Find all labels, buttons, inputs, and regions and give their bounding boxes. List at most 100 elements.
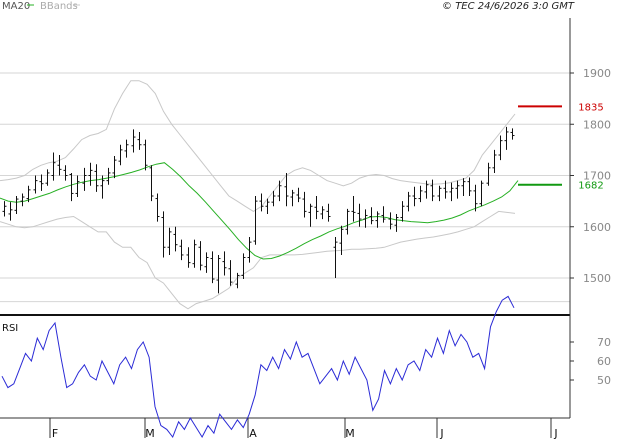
- ohlc-bar: [253, 196, 258, 245]
- ohlc-bar: [63, 165, 68, 181]
- ohlc-bar: [400, 201, 405, 222]
- ohlc-bar: [277, 180, 282, 202]
- ohlc-bar: [326, 203, 331, 222]
- rsi-line-path: [1, 295, 515, 439]
- ohlc-bar: [443, 180, 448, 199]
- level-label: 1682: [578, 181, 603, 192]
- ohlc-bar: [39, 174, 44, 191]
- rsi-tick-label: 70: [597, 336, 611, 349]
- ohlc-bar: [186, 247, 191, 268]
- ohlc-bar: [124, 139, 129, 158]
- ohlc-bar: [351, 196, 356, 222]
- ohlc-bar: [381, 206, 386, 223]
- rsi-line: [1, 295, 515, 439]
- ohlc-bar: [461, 178, 466, 196]
- month-label: F: [52, 427, 58, 440]
- price-levels: 1835 1682: [518, 102, 604, 192]
- ohlc-bar: [2, 201, 7, 217]
- ohlc-bar: [296, 187, 301, 203]
- price-tick-label: 1600: [583, 221, 611, 234]
- ohlc-bar: [167, 227, 172, 255]
- level-label: 1835: [578, 102, 603, 113]
- ohlc-bar: [437, 185, 442, 202]
- ohlc-bar: [179, 239, 184, 261]
- ohlc-bar: [394, 213, 399, 232]
- month-label: M: [145, 427, 155, 440]
- price-gridlines: [0, 72, 570, 303]
- bband-lower: [0, 210, 516, 310]
- month-label: A: [249, 427, 257, 440]
- ohlc-bar: [406, 191, 411, 212]
- bollinger-bands: [0, 80, 516, 310]
- ohlc-bar: [51, 152, 56, 181]
- ohlc-bar: [235, 272, 240, 289]
- ohlc-bar: [210, 251, 215, 284]
- ohlc-bar: [131, 129, 136, 153]
- ohlc-bar: [198, 241, 203, 271]
- ohlc-bar: [284, 172, 289, 207]
- rsi-title: RSI: [2, 323, 18, 334]
- ohlc-bar: [33, 175, 38, 194]
- ohlc-bar: [473, 184, 478, 212]
- ohlc-bar: [94, 164, 99, 192]
- price-tick-label: 1500: [583, 272, 611, 285]
- price-axis-ticks: 1900 1800 1700 1600 1500: [570, 67, 611, 285]
- ohlc-bar: [369, 207, 374, 225]
- ohlc-bar: [510, 128, 515, 140]
- ohlc-bar: [449, 182, 454, 202]
- price-bars: [2, 126, 515, 294]
- ohlc-bar: [112, 156, 117, 179]
- ohlc-bar: [241, 253, 246, 280]
- ohlc-bar: [430, 179, 435, 202]
- ohlc-bar: [345, 208, 350, 235]
- ohlc-bar: [14, 196, 19, 214]
- ohlc-bar: [192, 239, 197, 268]
- ohlc-bar: [228, 260, 233, 286]
- bbands-legend: BBands: [40, 1, 78, 12]
- copyright-label: © TEC 24/6/2026 3:0 GMT: [442, 1, 575, 12]
- rsi-tick-label: 50: [597, 374, 611, 387]
- ohlc-bar: [498, 135, 503, 161]
- ohlc-bar: [75, 175, 80, 198]
- ohlc-bar: [149, 165, 154, 202]
- ohlc-bar: [106, 167, 111, 185]
- rsi-tick-label: 60: [597, 355, 611, 368]
- ohlc-bar: [100, 175, 105, 199]
- ohlc-bar: [143, 139, 148, 171]
- ohlc-bar: [314, 196, 319, 220]
- ohlc-bar: [204, 252, 209, 273]
- ma20-line-path: [0, 162, 519, 260]
- ohlc-bar: [259, 193, 264, 212]
- ma20-line: [0, 162, 519, 260]
- ohlc-bar: [418, 185, 423, 203]
- price-tick-label: 1700: [583, 170, 611, 183]
- price-tick-label: 1800: [583, 118, 611, 131]
- ohlc-bar: [173, 226, 178, 252]
- ohlc-bar: [302, 191, 307, 218]
- month-label: J: [439, 427, 443, 440]
- ohlc-bar: [412, 186, 417, 207]
- month-label: M: [345, 427, 355, 440]
- ohlc-bar: [118, 144, 123, 166]
- ohlc-bar: [45, 169, 50, 186]
- ohlc-bar: [57, 155, 62, 176]
- ohlc-bar: [161, 211, 166, 258]
- ohlc-bar: [320, 206, 325, 220]
- ohlc-bar: [20, 193, 25, 207]
- ohlc-bar: [137, 131, 142, 150]
- ohlc-bar: [357, 203, 362, 227]
- ohlc-bar: [290, 189, 295, 207]
- ohlc-bar: [222, 251, 227, 276]
- ohlc-bar: [82, 167, 87, 191]
- ohlc-bar: [479, 180, 484, 207]
- ohlc-bar: [26, 185, 31, 203]
- ohlc-bar: [467, 177, 472, 196]
- ohlc-bar: [216, 254, 221, 294]
- ohlc-bar: [388, 212, 393, 230]
- ohlc-bar: [271, 190, 276, 207]
- ma20-legend: MA20: [2, 1, 30, 12]
- ohlc-bar: [155, 193, 160, 222]
- ohlc-bar: [88, 162, 93, 186]
- ohlc-bar: [455, 180, 460, 199]
